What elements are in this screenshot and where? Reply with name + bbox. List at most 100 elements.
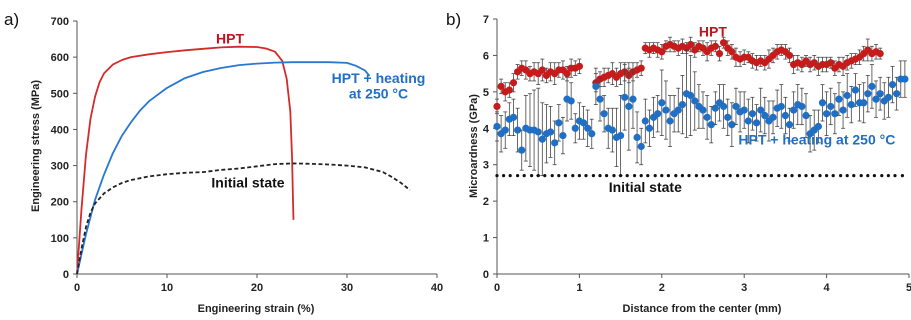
data-point-hpt	[563, 70, 571, 78]
data-point-hpt_heating	[617, 131, 625, 140]
annotation-label: HPT + heating	[332, 70, 426, 86]
data-point-hpt_heating	[658, 99, 666, 107]
data-point-hpt_heating	[534, 128, 542, 136]
data-point-initial	[550, 174, 554, 178]
data-point-hpt_heating	[823, 110, 831, 118]
data-point-initial	[852, 174, 856, 178]
data-point-initial	[633, 174, 637, 178]
y-tick-label-a: 0	[63, 269, 69, 281]
data-point-hpt	[785, 51, 794, 60]
data-point-initial	[859, 174, 863, 178]
y-tick-label-a: 500	[51, 88, 69, 100]
data-point-initial	[880, 174, 884, 178]
data-point-initial	[893, 174, 897, 178]
data-point-hpt	[720, 39, 728, 47]
data-point-hpt_heating	[592, 82, 600, 90]
data-point-hpt_heating	[827, 102, 835, 111]
y-tick-label-a: 700	[51, 16, 69, 28]
x-tick-label-b: 5	[906, 282, 911, 294]
data-point-initial	[639, 174, 643, 178]
data-point-hpt_heating	[559, 131, 567, 140]
annotation-label: at 250 °C	[349, 85, 408, 101]
data-point-initial	[839, 174, 843, 178]
data-point-initial	[501, 174, 506, 178]
data-point-initial	[508, 174, 512, 178]
data-point-initial	[797, 174, 802, 178]
y-tick-label-a: 400	[51, 124, 69, 136]
y-tick-label-b: 1	[483, 233, 489, 245]
data-point-hpt_heating	[641, 117, 649, 125]
series-line-hpt_heating	[76, 61, 371, 275]
annotation-label: HPT + heating at 250 °C	[738, 132, 895, 148]
data-point-initial	[707, 174, 712, 178]
data-point-initial	[591, 174, 596, 178]
data-point-hpt_heating	[666, 117, 674, 125]
data-point-initial	[722, 174, 726, 178]
data-point-hpt_heating	[514, 126, 522, 134]
data-point-hpt	[538, 66, 546, 74]
data-point-initial	[653, 174, 657, 178]
data-point-hpt_heating	[868, 82, 876, 90]
data-point-hpt_heating	[802, 111, 810, 120]
data-point-initial	[571, 174, 575, 178]
data-point-hpt	[687, 40, 695, 49]
chart-panel-b: b) Distance from the center (mm) Microar…	[446, 10, 911, 315]
data-point-hpt_heating	[872, 95, 880, 103]
data-point-hpt	[876, 50, 884, 58]
annotation-label: Initial state	[211, 174, 284, 190]
y-tick-label-b: 7	[483, 14, 489, 26]
data-point-hpt_heating	[888, 80, 897, 89]
data-point-hpt_heating	[625, 102, 633, 111]
data-point-initial	[749, 174, 753, 178]
panel-b-xlabel: Distance from the center (mm)	[623, 303, 782, 315]
data-point-hpt	[711, 42, 719, 50]
x-tick-label-b: 3	[741, 282, 747, 294]
data-point-initial	[900, 174, 905, 178]
data-point-initial	[831, 174, 835, 178]
data-point-initial	[728, 174, 732, 178]
data-point-hpt_heating	[884, 93, 893, 101]
data-point-hpt_heating	[851, 86, 860, 94]
data-point-initial	[769, 174, 773, 178]
data-point-hpt_heating	[757, 106, 765, 114]
data-point-hpt_heating	[785, 121, 794, 129]
y-tick-label-a: 600	[51, 52, 69, 64]
chart-panel-a: a) Engineering strain (%) Engineering st…	[4, 10, 443, 315]
data-point-hpt_heating	[637, 142, 645, 151]
data-point-initial	[680, 174, 685, 178]
data-point-initial	[598, 174, 602, 178]
data-point-hpt_heating	[546, 128, 555, 136]
panel-a-label: a)	[4, 10, 19, 29]
annotation-label: Initial state	[609, 179, 682, 195]
data-point-hpt_heating	[901, 75, 909, 83]
data-point-hpt_heating	[818, 99, 827, 107]
series-line-hpt	[76, 45, 295, 275]
data-point-initial	[660, 174, 664, 178]
x-tick-label-b: 2	[659, 282, 665, 294]
data-point-initial	[687, 174, 691, 178]
annotation-label: HPT	[216, 30, 244, 46]
y-tick-label-a: 200	[51, 197, 69, 209]
series-line-initial	[76, 162, 411, 275]
y-tick-label-b: 3	[483, 160, 489, 172]
x-tick-label-b: 0	[494, 282, 500, 294]
x-tick-label-a: 0	[74, 282, 80, 294]
x-tick-label-a: 40	[431, 282, 443, 294]
panel-a-xlabel: Engineering strain (%)	[198, 303, 315, 315]
data-point-hpt_heating	[687, 91, 695, 100]
data-point-hpt_heating	[633, 133, 641, 141]
data-point-hpt_heating	[744, 117, 752, 125]
data-point-initial	[694, 174, 699, 178]
data-point-hpt_heating	[588, 130, 596, 138]
data-point-hpt	[728, 48, 736, 56]
data-point-initial	[756, 174, 760, 178]
y-tick-label-b: 6	[483, 50, 489, 62]
data-point-initial	[577, 174, 582, 178]
data-point-hpt_heating	[839, 106, 847, 114]
y-tick-label-a: 100	[51, 233, 69, 245]
panel-a-ylabel: Engineering stress (MPa)	[30, 80, 42, 212]
data-point-hpt_heating	[518, 146, 526, 154]
data-point-hpt_heating	[728, 121, 736, 129]
data-point-initial	[584, 174, 588, 178]
data-point-hpt_heating	[748, 110, 757, 118]
